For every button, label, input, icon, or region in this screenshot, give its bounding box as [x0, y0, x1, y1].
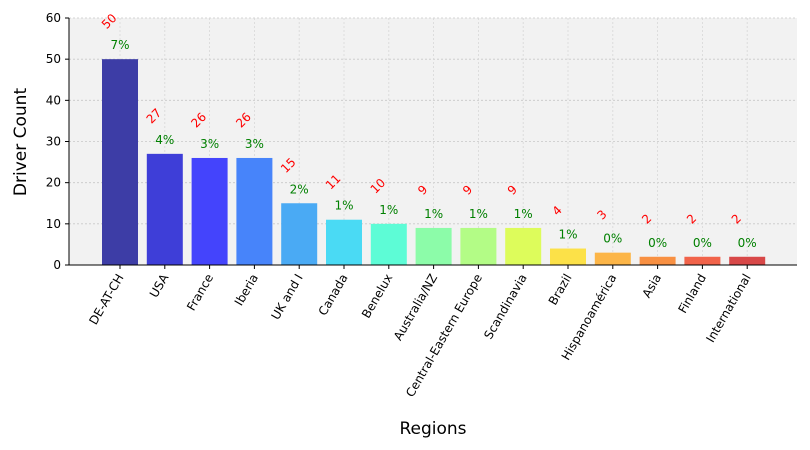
- percent-label: 0%: [648, 236, 667, 250]
- bar: [684, 256, 721, 265]
- percent-label: 1%: [334, 199, 353, 213]
- percent-label: 0%: [693, 236, 712, 250]
- bar: [236, 157, 273, 265]
- percent-label: 1%: [558, 228, 577, 242]
- percent-label: 1%: [469, 207, 488, 221]
- percent-labels-group: 7% 4% 3% 3% 2% 1% 1% 1% 1% 1% 1% 0% 0% 0% 0%: [110, 38, 756, 250]
- percent-label: 2%: [290, 182, 309, 196]
- bar: [415, 227, 452, 265]
- x-tick-label: Brazil: [546, 272, 575, 308]
- y-tick-label: 50: [46, 52, 61, 66]
- y-ticks-group: 0 10 20 30 40 50 60: [46, 11, 69, 272]
- y-tick-label: 20: [46, 176, 61, 190]
- x-tick-label: International: [703, 272, 753, 345]
- percent-label: 1%: [379, 203, 398, 217]
- x-tick-label: UK and I: [268, 272, 305, 323]
- bar: [281, 203, 318, 265]
- percent-label: 3%: [245, 137, 264, 151]
- percent-label: 0%: [603, 232, 622, 246]
- percent-label: 4%: [155, 133, 174, 147]
- bar: [146, 153, 183, 265]
- x-tick-label: France: [184, 272, 216, 314]
- bar: [550, 248, 586, 265]
- bar: [370, 223, 407, 265]
- y-tick-label: 60: [46, 11, 61, 25]
- y-tick-label: 40: [46, 93, 61, 107]
- x-tick-label: Canada: [316, 272, 351, 319]
- bar: [460, 227, 497, 265]
- percent-label: 1%: [514, 207, 533, 221]
- bar: [191, 157, 228, 265]
- x-tick-label: USA: [147, 271, 172, 300]
- x-tick-label: Finland: [675, 272, 709, 316]
- percent-label: 3%: [200, 137, 219, 151]
- bar: [326, 219, 362, 265]
- x-tick-label: DE-AT-CH: [86, 272, 126, 328]
- x-ticks-group: DE-AT-CH USA France Iberia UK and I Canada Ben…: [86, 265, 754, 400]
- x-tick-label: Central-Eastern Europe: [403, 272, 485, 400]
- x-tick-label: Benelux: [359, 272, 395, 321]
- x-tick-label: Iberia: [232, 272, 261, 309]
- y-axis-label: Driver Count: [11, 88, 31, 197]
- percent-label: 1%: [424, 207, 443, 221]
- bar: [505, 227, 542, 265]
- y-tick-label: 0: [53, 258, 61, 272]
- bar: [639, 256, 676, 265]
- bars-group: [102, 59, 766, 265]
- percent-label: 7%: [110, 38, 129, 52]
- bar: [594, 252, 631, 265]
- percent-label: 0%: [738, 236, 757, 250]
- y-tick-label: 30: [46, 135, 61, 149]
- x-tick-label: Scandinavia: [481, 272, 530, 342]
- x-tick-label: Australia/NZ: [391, 272, 440, 343]
- bar: [729, 256, 766, 265]
- y-tick-label: 10: [46, 217, 61, 231]
- x-tick-label: Asia: [639, 272, 664, 301]
- bar: [102, 59, 138, 265]
- x-axis-label: Regions: [399, 419, 466, 439]
